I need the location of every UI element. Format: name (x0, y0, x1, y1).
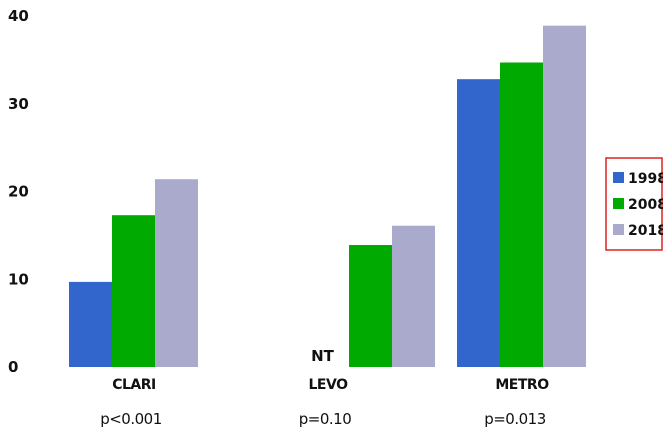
legend: 1998 2008 2018 (605, 157, 663, 251)
category-label: CLARI (112, 377, 156, 393)
y-tick-label: 30 (8, 95, 29, 113)
y-tick-label: 40 (8, 7, 29, 25)
bar-metro-2018 (543, 25, 586, 368)
annotation-not-tested: NT (311, 347, 335, 365)
bar-levo-2008 (349, 245, 392, 367)
p-value-label: p=0.10 (299, 410, 352, 428)
legend-label-2018: 2018 (628, 223, 663, 239)
bar-clari-1998 (69, 281, 112, 367)
category-label: METRO (495, 377, 549, 393)
category-label: LEVO (309, 377, 349, 393)
bar-clari-2008 (112, 215, 155, 367)
p-value-label: p<0.001 (100, 410, 162, 428)
bar-clari-2018 (155, 179, 198, 367)
legend-label-1998: 1998 (628, 171, 663, 187)
y-tick-label: 20 (8, 183, 29, 201)
legend-label-2008: 2008 (628, 197, 663, 213)
bar-metro-1998 (457, 79, 500, 368)
y-tick-label: 0 (8, 358, 18, 376)
bar-levo-2018 (392, 225, 435, 367)
y-tick-label: 10 (8, 270, 29, 288)
legend-swatch-1998 (613, 172, 624, 183)
p-value-label: p=0.013 (484, 410, 546, 428)
bar-metro-2008 (500, 62, 543, 367)
legend-swatch-2008 (613, 198, 624, 209)
legend-swatch-2018 (613, 224, 624, 235)
